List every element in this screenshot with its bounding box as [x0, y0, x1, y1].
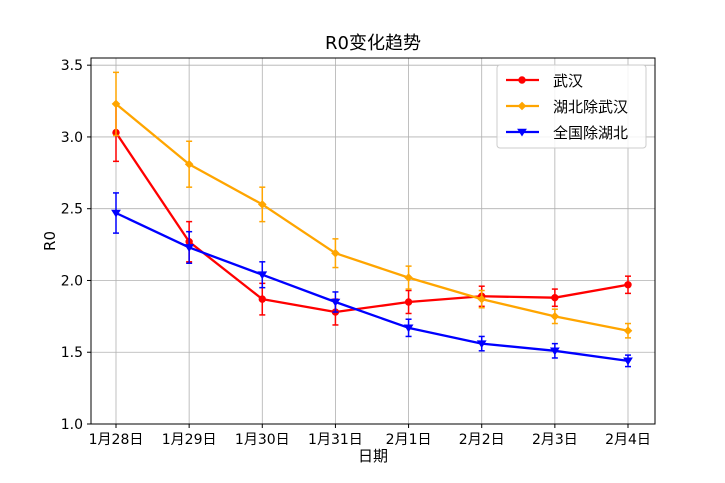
- data-point: [330, 298, 341, 307]
- data-point: [551, 293, 559, 302]
- data-point: [623, 357, 633, 366]
- x-tick-label: 1月30日: [235, 432, 290, 448]
- data-point: [550, 312, 560, 321]
- legend-item: 武汉: [506, 72, 583, 90]
- data-point: [623, 326, 633, 336]
- legend-label: 全国除湖北: [553, 124, 628, 142]
- plot-frame: [90, 57, 656, 425]
- legend-marker: [518, 76, 526, 84]
- series-3: [111, 192, 633, 368]
- x-tick-label: 2月3日: [532, 432, 578, 448]
- legend-box: [496, 64, 647, 149]
- legend-item: 湖北除武汉: [506, 98, 628, 116]
- y-axis-title: R0: [41, 231, 59, 251]
- x-tick-label: 2月4日: [605, 432, 651, 448]
- y-tick-label: 2.0: [61, 273, 83, 289]
- y-tick-label: 1.0: [61, 417, 83, 433]
- y-tick-label: 3.5: [61, 58, 83, 74]
- x-tick-label: 1月31日: [308, 432, 363, 448]
- series-group: [111, 71, 633, 368]
- series-line: [115, 131, 629, 314]
- x-tick-label: 2月2日: [459, 432, 505, 448]
- data-point: [476, 340, 487, 349]
- x-axis-title: 日期: [358, 447, 388, 465]
- x-tick-label: 1月29日: [162, 432, 217, 448]
- y-tick-label: 3.0: [61, 130, 83, 146]
- chart-title: R0变化趋势: [325, 33, 421, 54]
- legend-label: 武汉: [553, 72, 583, 90]
- axis-ticks: 1月28日 1月29日 1月30日 1月31日 2月1日 2月2日 2月3日 2月4日 1.0 1…: [61, 58, 651, 448]
- series-2: [111, 71, 633, 339]
- data-point: [624, 281, 632, 289]
- legend-item: 全国除湖北: [506, 124, 628, 142]
- data-point: [404, 273, 413, 282]
- data-point: [184, 159, 194, 169]
- legend-marker: [517, 101, 527, 111]
- y-tick-label: 2.5: [61, 202, 83, 218]
- legend-label: 湖北除武汉: [553, 98, 628, 116]
- data-point: [477, 294, 487, 304]
- data-point: [111, 209, 121, 218]
- series-line: [115, 211, 629, 362]
- data-point: [257, 271, 268, 280]
- data-point: [404, 298, 413, 306]
- data-point: [258, 295, 266, 303]
- data-point: [331, 248, 340, 258]
- data-point: [403, 324, 414, 333]
- data-point: [257, 200, 267, 209]
- y-tick-label: 1.5: [61, 345, 83, 361]
- data-point: [184, 244, 195, 253]
- legend-marker: [517, 128, 527, 137]
- x-tick-label: 1月28日: [89, 432, 144, 448]
- data-point: [549, 347, 560, 356]
- x-tick-label: 2月1日: [386, 432, 432, 448]
- data-point: [111, 99, 121, 109]
- series-line: [115, 103, 629, 332]
